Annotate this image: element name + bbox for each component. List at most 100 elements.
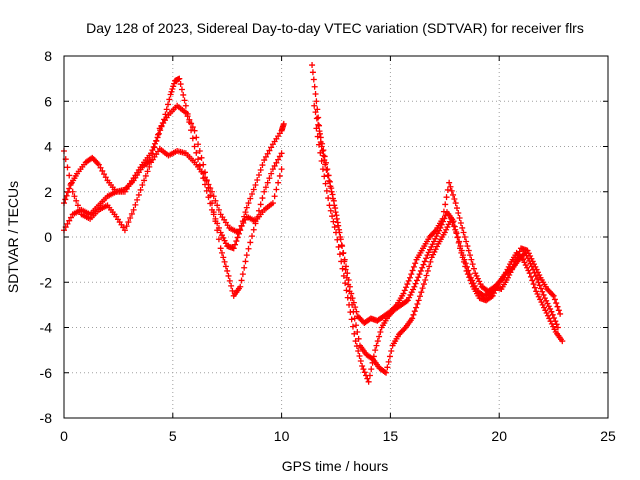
- plus-marker: [453, 229, 460, 236]
- plus-marker: [275, 179, 282, 186]
- plus-marker: [340, 272, 347, 279]
- plus-marker: [67, 214, 74, 221]
- plus-marker: [153, 138, 160, 145]
- plus-marker: [356, 353, 363, 360]
- plus-marker: [342, 266, 349, 273]
- plus-marker: [411, 283, 418, 290]
- plus-marker: [421, 258, 428, 265]
- plus-marker: [319, 166, 326, 173]
- plus-marker: [273, 159, 280, 166]
- plus-marker: [369, 359, 376, 366]
- plus-marker: [455, 210, 462, 217]
- plus-marker: [346, 288, 353, 295]
- plus-marker: [404, 297, 411, 304]
- plus-marker: [315, 121, 322, 128]
- plus-marker: [338, 242, 345, 249]
- plus-marker: [242, 216, 249, 223]
- plus-marker: [447, 183, 454, 190]
- plus-marker: [178, 86, 185, 93]
- y-tick-label: 8: [44, 48, 52, 64]
- plus-marker: [528, 263, 535, 270]
- plus-marker: [151, 144, 158, 151]
- plus-marker: [361, 369, 368, 376]
- plus-marker: [537, 296, 544, 303]
- plus-marker: [217, 245, 224, 252]
- plus-marker: [165, 101, 172, 108]
- plus-marker: [407, 291, 414, 298]
- plus-marker: [428, 254, 435, 261]
- plus-marker: [264, 179, 271, 186]
- plus-marker: [476, 278, 483, 285]
- plus-marker: [321, 173, 328, 180]
- plus-marker: [313, 98, 320, 105]
- plus-marker: [259, 195, 266, 202]
- plus-marker: [66, 217, 73, 224]
- plus-marker: [433, 243, 440, 250]
- grid: [64, 56, 608, 418]
- plus-marker: [168, 88, 175, 95]
- plus-marker: [325, 172, 332, 179]
- plus-marker: [171, 80, 178, 87]
- plus-marker: [276, 172, 283, 179]
- plus-marker: [319, 140, 326, 147]
- plus-marker: [207, 192, 214, 199]
- data-series: [61, 62, 566, 385]
- plus-marker: [432, 235, 439, 242]
- plus-marker: [457, 219, 464, 226]
- plus-marker: [357, 357, 364, 364]
- plus-marker: [215, 236, 222, 243]
- plus-marker: [64, 220, 71, 227]
- plus-marker: [351, 330, 358, 337]
- plus-marker: [403, 284, 410, 291]
- plus-marker: [425, 249, 432, 256]
- x-tick-label: 15: [383, 428, 399, 444]
- plus-marker: [462, 263, 469, 270]
- plus-marker: [448, 187, 455, 194]
- plus-marker: [195, 156, 202, 163]
- plus-marker: [128, 210, 135, 217]
- plus-marker: [217, 229, 224, 236]
- plus-marker: [460, 258, 467, 265]
- plus-marker: [330, 197, 337, 204]
- plus-marker: [386, 353, 393, 360]
- y-tick-label: 4: [44, 139, 52, 155]
- plus-marker: [365, 378, 372, 385]
- plus-marker: [428, 243, 435, 250]
- plus-marker: [415, 297, 422, 304]
- plus-marker: [62, 196, 69, 203]
- plus-marker: [245, 200, 252, 207]
- plus-marker: [423, 255, 430, 262]
- plus-marker: [329, 191, 336, 198]
- plus-marker: [125, 219, 132, 226]
- plus-marker: [226, 277, 233, 284]
- plus-marker: [353, 322, 360, 329]
- plus-marker: [320, 147, 327, 154]
- plus-marker: [331, 224, 338, 231]
- plus-marker: [551, 326, 558, 333]
- plus-marker: [412, 280, 419, 287]
- plus-marker: [95, 161, 102, 168]
- plus-marker: [409, 315, 416, 322]
- plus-marker: [419, 285, 426, 292]
- plus-marker: [101, 171, 108, 178]
- plus-marker: [534, 276, 541, 283]
- plus-marker: [208, 200, 215, 207]
- plus-marker: [74, 202, 81, 209]
- plus-marker: [135, 191, 142, 198]
- plus-marker: [163, 106, 170, 113]
- plus-marker: [555, 307, 562, 314]
- plus-marker: [441, 229, 448, 236]
- plot-frame: [63, 55, 609, 419]
- plus-marker: [137, 186, 144, 193]
- plus-marker: [312, 109, 319, 116]
- plus-marker: [254, 176, 261, 183]
- plus-marker: [325, 195, 332, 202]
- plus-marker: [450, 218, 457, 225]
- plus-marker: [552, 318, 559, 325]
- plus-marker: [370, 353, 377, 360]
- series-track-a: [61, 75, 287, 252]
- plus-marker: [550, 323, 557, 330]
- plus-marker: [527, 260, 534, 267]
- plus-marker: [224, 267, 231, 274]
- plus-marker: [193, 134, 200, 141]
